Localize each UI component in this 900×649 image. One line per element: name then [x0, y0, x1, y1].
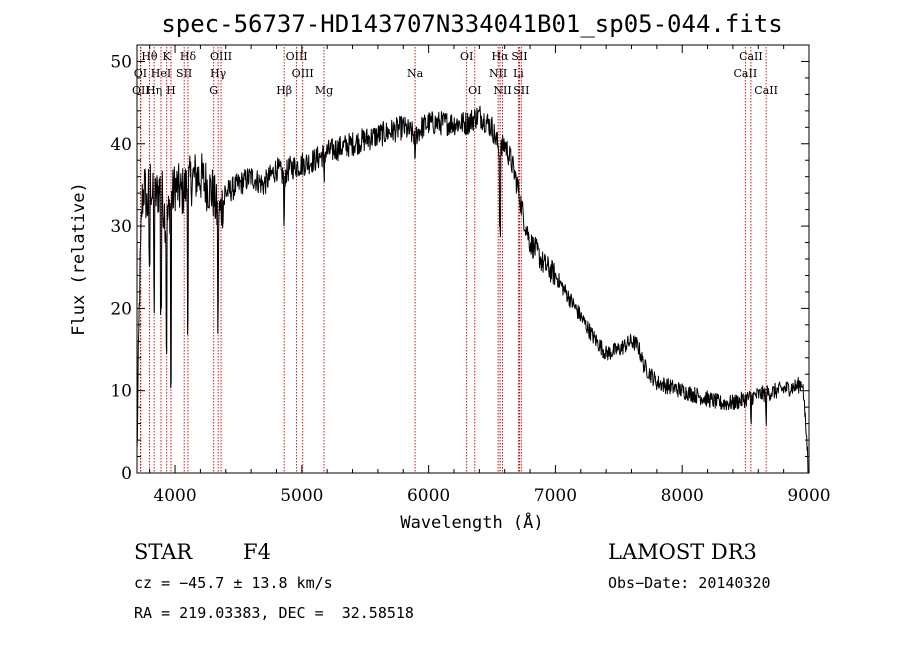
y-tick-label: 10 [110, 382, 132, 402]
y-tick-label: 50 [110, 52, 132, 72]
spectral-line-label: OI [468, 84, 481, 97]
spectral-line-label: K [163, 50, 172, 63]
y-axis-ticks: 0 10 20 30 40 50 [110, 52, 809, 484]
spectral-line-label: Hβ [276, 84, 292, 97]
chart-title: spec-56737-HD143707N334041B01_sp05-044.f… [161, 10, 782, 38]
x-tick-label: 4000 [153, 486, 196, 506]
spectral-line-label: OII [132, 84, 150, 97]
x-tick-label: 7000 [534, 486, 577, 506]
spectral-line-label: SII [511, 50, 527, 63]
coordinates: RA = 219.03383, DEC = 32.58518 [134, 604, 414, 622]
x-axis-label: Wavelength (Å) [400, 511, 543, 533]
spectrum-line [136, 105, 809, 474]
spectral-line-label: Hγ [210, 67, 227, 80]
spectral-line-label: SII [513, 84, 529, 97]
spectral-line-label: H [166, 84, 176, 97]
observation-date: Obs−Date: 20140320 [608, 574, 771, 592]
spectral-line-label: Na [407, 67, 424, 80]
spectral-line-label: OIII [292, 67, 314, 80]
spectral-line-label: HeI [151, 67, 171, 80]
spectral-line-label: Hδ [180, 50, 197, 63]
spectral-line-label: Hη [146, 84, 162, 97]
x-tick-label: 8000 [661, 486, 704, 506]
spectral-line-label: OI [460, 50, 473, 63]
spectral-line-label: Li [513, 67, 524, 80]
spectral-line-label: Hα [491, 50, 509, 63]
spectral-line-label: Mg [315, 84, 333, 97]
spectral-line-label: NII [493, 84, 511, 97]
spectral-line-label: CaII [739, 50, 763, 63]
spectral-line-label: OIII [286, 50, 308, 63]
y-tick-label: 0 [121, 464, 132, 484]
spectral-line-label: SII [176, 67, 192, 80]
spectral-line-label: Hθ [141, 50, 158, 63]
spectral-line-label: G [209, 84, 218, 97]
y-tick-label: 20 [110, 299, 132, 319]
spectral-line-label: CaII [734, 67, 758, 80]
y-tick-label: 30 [110, 217, 132, 237]
plot-frame [136, 44, 810, 474]
object-subclass: F4 [243, 540, 271, 564]
spectral-line-label: CaII [754, 84, 778, 97]
y-tick-label: 40 [110, 135, 132, 155]
x-tick-label: 9000 [787, 486, 830, 506]
spectrum-series [136, 105, 809, 474]
x-axis-ticks: 4000 5000 6000 7000 8000 9000 [149, 45, 831, 506]
spectral-line-label: OIII [210, 50, 232, 63]
survey-name: LAMOST DR3 [608, 540, 757, 564]
spectral-line-label: NII [489, 67, 507, 80]
x-tick-label: 5000 [280, 486, 323, 506]
spectral-line-markers [139, 47, 767, 473]
object-class: STAR [134, 540, 193, 564]
y-axis-label: Flux (relative) [69, 182, 89, 336]
redshift-cz: cz = −45.7 ± 13.8 km/s [134, 574, 333, 592]
x-tick-label: 6000 [407, 486, 450, 506]
